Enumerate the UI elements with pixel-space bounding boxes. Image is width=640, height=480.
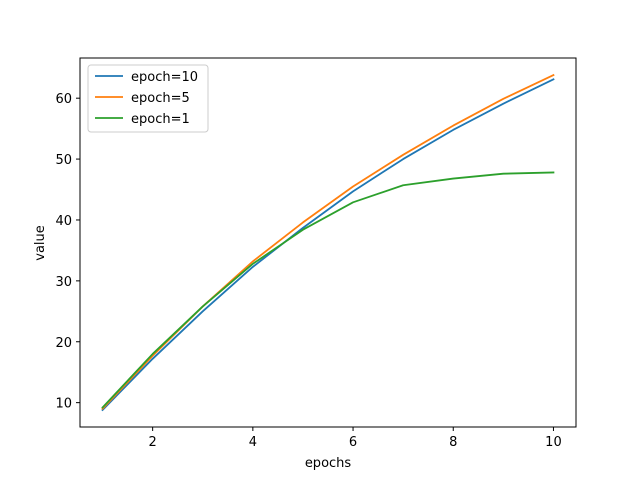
y-axis: 10 20 30 40 50 60 <box>55 92 80 412</box>
y-tick-label: 20 <box>55 336 72 351</box>
legend-label-3: epoch=1 <box>131 112 190 127</box>
legend-label-1: epoch=10 <box>131 70 198 85</box>
legend: epoch=10 epoch=5 epoch=1 <box>87 64 209 133</box>
series-line-3 <box>101 171 555 409</box>
plot-lines <box>101 73 555 412</box>
x-tick-label: 6 <box>349 435 357 450</box>
y-tick-label: 40 <box>55 214 72 229</box>
x-tick-label: 10 <box>545 435 562 450</box>
plot-frame <box>79 57 577 428</box>
x-tick-label: 4 <box>249 435 257 450</box>
legend-label-2: epoch=5 <box>131 91 190 106</box>
x-axis-label: epochs <box>305 456 352 471</box>
y-axis-label: value <box>33 225 48 261</box>
y-tick-label: 50 <box>55 153 72 168</box>
series-line-1 <box>101 78 555 412</box>
x-tick-label: 8 <box>449 435 457 450</box>
x-tick-label: 2 <box>149 435 157 450</box>
y-tick-label: 60 <box>55 92 72 107</box>
y-tick-label: 30 <box>55 275 72 290</box>
x-axis: 2 4 6 8 10 <box>149 427 562 450</box>
y-tick-label: 10 <box>55 397 72 412</box>
legend-box <box>87 64 209 133</box>
